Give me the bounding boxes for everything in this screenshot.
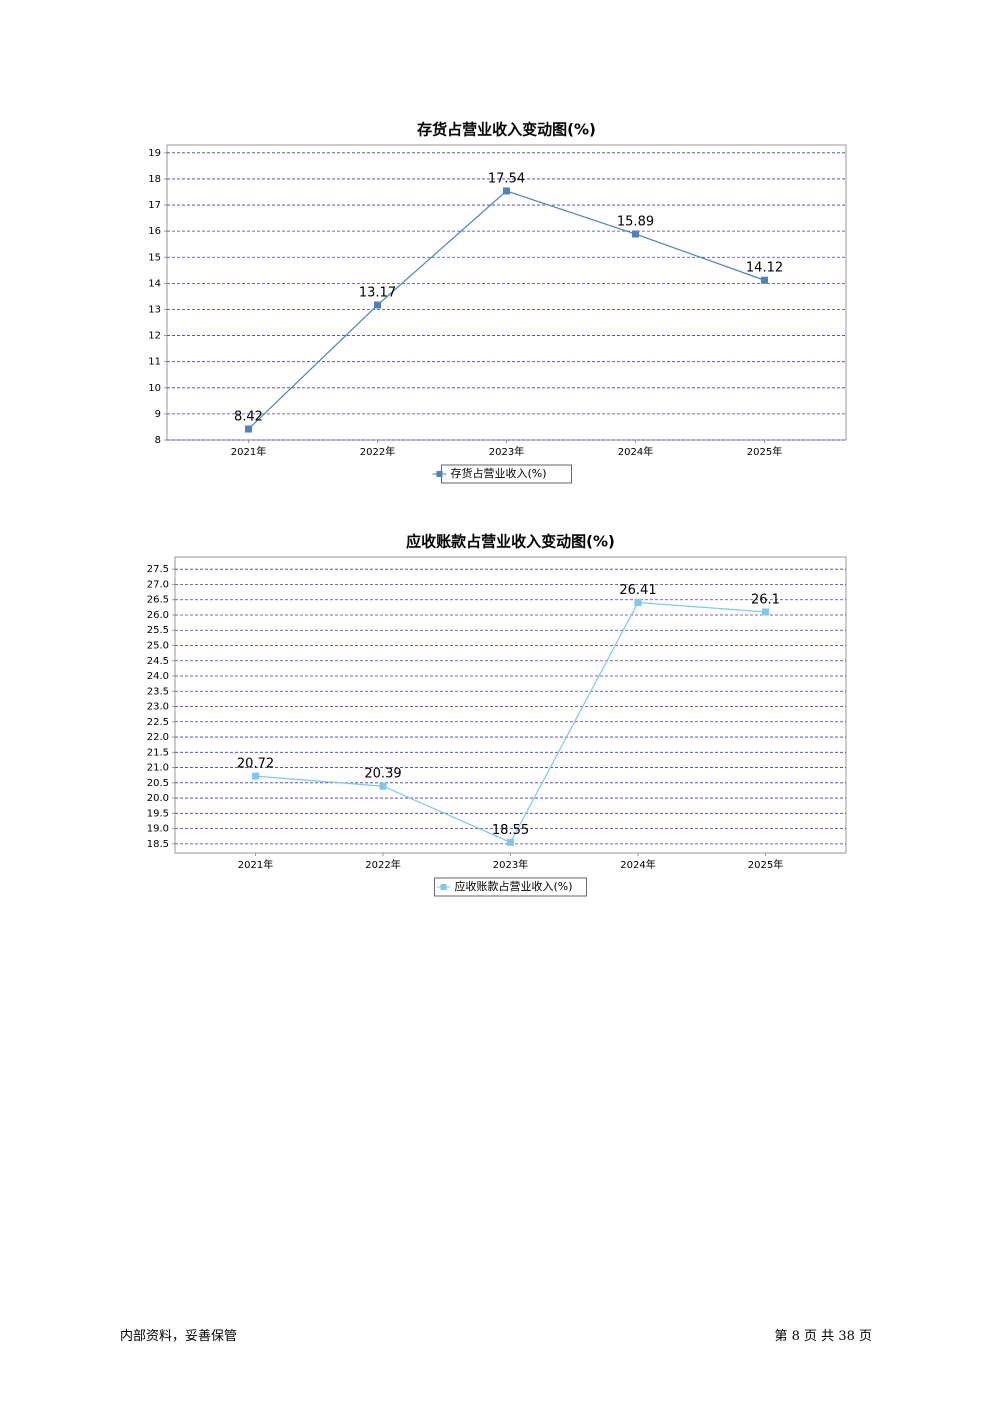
x-tick-label: 2023年 (493, 858, 528, 871)
point-marker (252, 772, 260, 780)
data-label: 14.12 (746, 261, 783, 276)
data-label: 26.1 (751, 592, 780, 607)
chart-title: 应收账款占营业收入变动图(%) (406, 533, 615, 551)
y-tick-label: 18.5 (147, 839, 169, 850)
x-tick-label: 2025年 (747, 445, 782, 458)
legend-label: 存货占营业收入(%) (451, 466, 547, 480)
point-marker (507, 838, 514, 846)
point-marker (761, 608, 769, 616)
y-tick-label: 22.0 (147, 732, 169, 743)
data-label: 17.54 (488, 171, 525, 186)
legend-marker (440, 884, 447, 890)
y-tick-label: 22.5 (147, 717, 169, 728)
chart-title: 存货占营业收入变动图(%) (417, 121, 596, 139)
y-tick-label: 13 (148, 304, 161, 315)
y-tick-label: 16 (148, 226, 161, 237)
legend-label: 应收账款占营业收入(%) (455, 879, 573, 893)
y-tick-label: 11 (148, 357, 161, 368)
y-tick-label: 19.5 (147, 808, 169, 819)
data-label: 20.72 (237, 757, 274, 772)
data-label: 15.89 (617, 215, 654, 230)
y-tick-label: 19.0 (147, 824, 169, 835)
x-tick-label: 2022年 (360, 445, 395, 458)
footer-right: 第 8 页 共 38 页 (774, 1329, 872, 1344)
x-tick-label: 2023年 (489, 445, 524, 458)
point-marker (373, 301, 381, 309)
y-tick-label: 27.0 (147, 579, 169, 590)
point-marker (244, 425, 252, 433)
y-tick-label: 8 (155, 435, 161, 446)
y-tick-label: 26.0 (147, 610, 169, 621)
data-label: 8.42 (234, 410, 263, 425)
y-tick-label: 23.5 (147, 686, 169, 697)
y-tick-label: 24.5 (147, 656, 169, 667)
data-label: 18.55 (492, 823, 529, 838)
data-label: 13.17 (359, 286, 396, 301)
y-tick-label: 24.0 (147, 671, 169, 682)
y-tick-label: 9 (155, 409, 161, 420)
y-tick-label: 20.5 (147, 778, 169, 789)
y-tick-label: 14 (148, 278, 161, 289)
y-tick-label: 17 (148, 200, 161, 211)
data-label: 20.39 (364, 767, 401, 782)
x-tick-label: 2021年 (238, 858, 273, 871)
charts: 存货占营业收入变动图(%) 8 9 10 11 12 13 14 15 16 17 18 19 2021年… (147, 121, 847, 897)
point-marker (632, 230, 640, 238)
y-tick-label: 27.5 (147, 564, 169, 575)
x-tick-label: 2024年 (618, 445, 653, 458)
y-tick-label: 20.0 (147, 793, 169, 804)
footer-left: 内部资料，妥善保管 (120, 1329, 238, 1344)
x-tick-label: 2025年 (748, 858, 783, 871)
y-tick-label: 15 (148, 252, 161, 263)
x-tick-label: 2024年 (620, 858, 655, 871)
y-tick-label: 10 (148, 383, 161, 394)
plot-area (174, 556, 847, 854)
x-tick-label: 2021年 (231, 445, 266, 458)
y-tick-label: 25.0 (147, 640, 169, 651)
point-marker (503, 187, 510, 195)
x-tick-label: 2022年 (365, 858, 400, 871)
y-tick-label: 25.5 (147, 625, 169, 636)
y-tick-label: 18 (148, 174, 161, 185)
point-marker (761, 276, 769, 284)
point-marker (634, 598, 642, 606)
y-tick-label: 21.5 (147, 747, 169, 758)
data-label: 26.41 (619, 583, 656, 598)
y-tick-label: 21.0 (147, 763, 169, 774)
legend-box (433, 877, 588, 897)
point-marker (379, 782, 387, 790)
y-tick-label: 23.0 (147, 702, 169, 713)
legend-marker (436, 471, 443, 477)
y-tick-label: 26.5 (147, 595, 169, 606)
y-tick-label: 19 (148, 148, 161, 159)
y-tick-label: 12 (148, 331, 161, 342)
